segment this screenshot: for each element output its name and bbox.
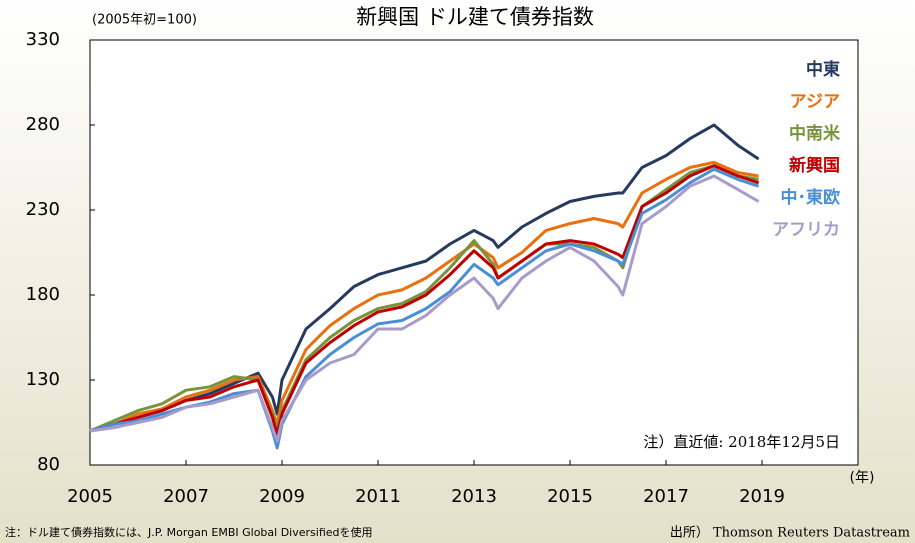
chart-title: 新興国 ドル建て債券指数 [356,5,594,29]
footnote: 注：ドル建て債券指数には、J.P. Morgan EMBI Global Div… [5,525,373,539]
x-tick-label: 2019 [739,486,785,507]
x-tick-label: 2015 [547,486,593,507]
y-tick-label: 130 [26,369,60,390]
x-axis-label: (年) [850,470,875,486]
source: 出所） Thomson Reuters Datastream [670,526,910,541]
series-line [89,123,760,433]
x-tick-label: 2009 [259,486,305,507]
y-tick-label: 80 [37,454,60,475]
series-line [89,164,760,436]
series-line [89,160,759,433]
series-line [89,174,760,443]
annotation: 注）直近値: 2018年12月5日 [643,433,840,451]
legend-label: アフリカ [772,220,840,240]
legend-label: 新興国 [789,155,840,176]
y-tick-label: 280 [26,114,60,135]
x-tick-label: 2005 [67,486,113,507]
y-axis-label: (2005年初=100) [92,13,197,28]
legend-label: アジア [790,92,840,112]
legend-label: 中東 [806,59,840,80]
y-tick-label: 330 [26,29,60,50]
x-tick-label: 2011 [355,486,401,507]
x-tick-label: 2013 [451,486,497,507]
series-line [89,167,760,450]
y-tick-label: 180 [26,284,60,305]
legend-label: 中南米 [789,123,841,144]
x-tick-label: 2007 [163,486,209,507]
x-tick-label: 2017 [643,486,689,507]
legend-label: 中･東欧 [781,187,841,208]
y-tick-label: 230 [26,199,60,220]
